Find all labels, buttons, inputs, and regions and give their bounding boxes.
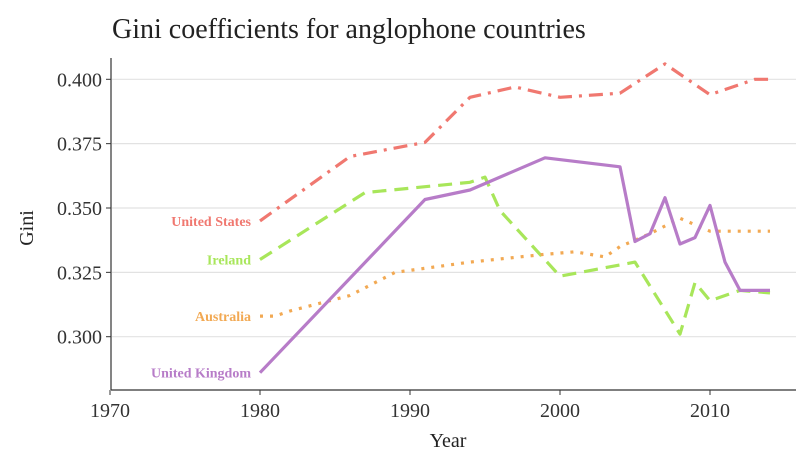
- chart-title: Gini coefficients for anglophone countri…: [112, 14, 586, 45]
- y-tick-label: 0.400: [57, 69, 102, 91]
- series-label: Ireland: [207, 253, 251, 268]
- x-tick-label: 1990: [390, 400, 430, 422]
- x-tick-label: 1980: [240, 400, 280, 422]
- x-tick-label: 1970: [90, 400, 130, 422]
- x-axis-label: Year: [430, 430, 467, 452]
- x-tick-label: 2000: [540, 400, 580, 422]
- series-label: Australia: [195, 310, 251, 325]
- series-line-united-states: [259, 62, 770, 223]
- series-label: United States: [171, 215, 251, 230]
- y-tick-label: 0.300: [57, 327, 102, 349]
- y-tick-label: 0.375: [57, 134, 102, 156]
- y-tick-label: 0.350: [57, 198, 102, 220]
- x-tick-label: 2010: [690, 400, 730, 422]
- series-line-ireland: [259, 175, 771, 336]
- y-tick-label: 0.325: [57, 262, 102, 284]
- y-axis-label: Gini: [16, 210, 38, 246]
- series-label: United Kingdom: [151, 367, 251, 382]
- series-line-australia: [260, 216, 770, 318]
- series-line-united-kingdom: [258, 156, 770, 374]
